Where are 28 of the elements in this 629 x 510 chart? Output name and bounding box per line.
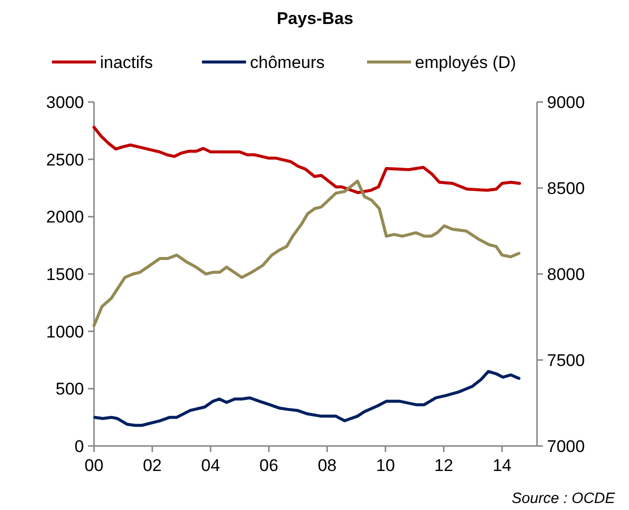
x-tick-label: 10	[376, 456, 395, 475]
y-tick-label: 500	[56, 380, 84, 399]
chart-title: Pays-Bas	[276, 9, 354, 28]
y-tick-label: 1000	[46, 322, 84, 342]
y2-tick-label: 7000	[547, 437, 585, 456]
x-tick-label: 00	[84, 456, 104, 475]
y2-tick-label: 8000	[547, 265, 585, 284]
line-series	[92, 180, 520, 328]
y2-tick-label: 8500	[547, 179, 585, 198]
source-note: Source : OCDE	[512, 490, 616, 507]
y-tick-label: 1500	[46, 265, 84, 284]
y-tick-label: 3000	[46, 93, 84, 112]
x-tick-label: 14	[492, 456, 512, 475]
legend-label: employés (D)	[415, 53, 516, 72]
y-tick-label: 2500	[46, 150, 84, 170]
legend-label: chômeurs	[250, 53, 325, 72]
line-series	[92, 126, 522, 194]
x-tick-label: 02	[142, 456, 162, 475]
legend-label: inactifs	[100, 53, 153, 72]
y-tick-label: 2000	[46, 208, 84, 227]
x-tick-label: 08	[318, 456, 337, 475]
x-tick-label: 04	[201, 456, 220, 475]
y2-tick-label: 7500	[547, 351, 585, 370]
y2-tick-label: 9000	[547, 93, 585, 112]
y-tick-label: 0	[74, 437, 84, 456]
line-series	[93, 370, 520, 427]
x-tick-label: 12	[434, 456, 454, 475]
x-tick-label: 06	[259, 456, 278, 475]
